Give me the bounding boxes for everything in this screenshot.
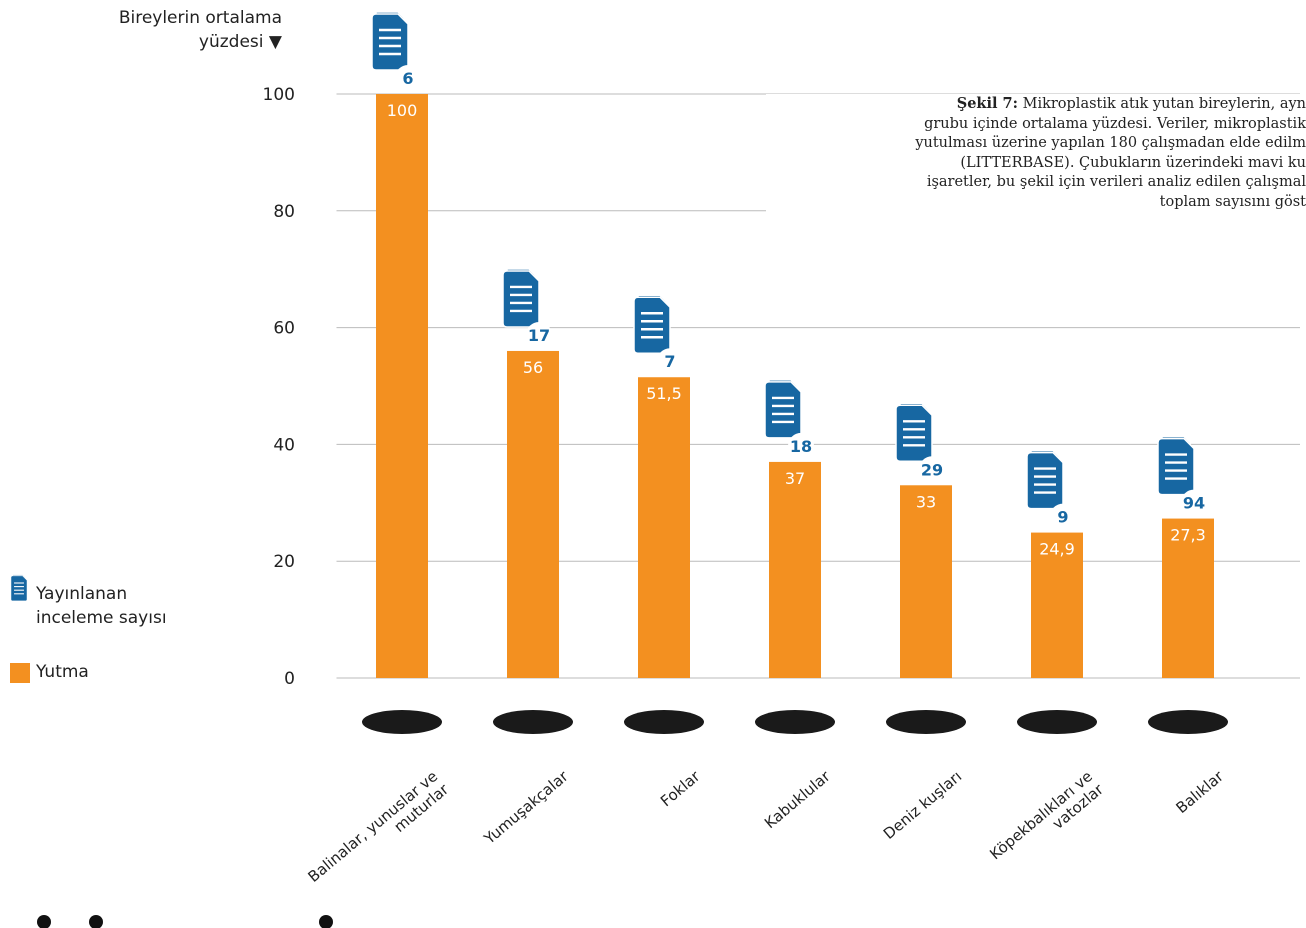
icon-page [895,404,933,463]
animal-silhouette [755,710,835,734]
animal-silhouette [1017,710,1097,734]
review-count: 29 [921,460,943,479]
review-icon: 9 [1026,449,1076,530]
caption-line: toplam sayısını göst [1159,193,1306,210]
y-tick-label: 60 [273,319,295,339]
review-icon: 94 [1157,435,1207,516]
value-label: 56 [523,358,543,377]
count-badge [788,432,814,459]
icon-page [10,575,28,602]
value-label: 51,5 [646,384,682,403]
bar [507,350,559,678]
animal-silhouette [493,710,573,734]
value-label: 24,9 [1039,540,1075,559]
animal-silhouette [1148,710,1228,734]
review-count: 94 [1183,494,1205,513]
caption: Şekil 7: Mikroplastik atık yutan bireyle… [766,94,1306,213]
count-badge [919,456,945,483]
decoration [89,915,103,928]
bar [1031,532,1083,678]
caption-line: Şekil 7: Mikroplastik atık yutan bireyle… [766,94,1306,115]
count-badge [526,321,552,348]
review-count: 17 [528,326,550,345]
review-count: 7 [664,352,675,371]
review-icon: 6 [371,11,421,91]
icon-page [764,381,802,439]
icon-page [371,13,409,71]
caption-line: işaretler, bu şekil için verileri analiz… [926,174,1306,191]
animal-silhouette [362,710,442,734]
value-label: 33 [916,492,936,511]
animal-silhouette [886,710,966,734]
icon-page [1157,437,1195,496]
y-tick-label: 20 [273,552,295,572]
review-icon: 17 [502,268,552,348]
review-icon: 29 [895,402,945,483]
legend-label: Yutma [36,662,89,682]
y-axis-title: Bireylerin ortalama yüzdesi ▼ [118,8,282,52]
value-label: 27,3 [1170,526,1206,545]
icon-page [502,270,540,328]
review-count: 6 [402,69,413,88]
caption-bold: Şekil 7: [956,95,1018,112]
caption-text: Mikroplastik atık yutan bireylerin, ayn [1022,96,1306,112]
value-label: 37 [785,469,805,488]
bar [1162,518,1214,678]
decoration [37,915,51,928]
count-badge [395,65,421,91]
bar [376,94,428,678]
icon-page [633,296,671,354]
legend-icon [10,574,28,602]
bar [638,377,690,678]
review-icon: 18 [764,379,814,459]
review-icon: 7 [633,294,683,375]
count-badge [1181,489,1207,516]
caption-line: (LITTERBASE). Çubukların üzerindeki mavi… [960,154,1306,171]
caption-line: yutulması üzerine yapılan 180 çalışmadan… [915,135,1306,152]
y-tick-label: 100 [263,85,295,105]
count-badge [657,348,683,375]
y-tick-label: 80 [273,202,295,222]
bar [900,485,952,678]
legend-swatch [10,663,30,683]
decoration [319,915,333,928]
animal-silhouette [624,710,704,734]
review-count: 18 [790,437,812,456]
legend-label: Yayınlanan inceleme sayısı [36,584,167,628]
bar [769,461,821,678]
y-tick-label: 40 [273,435,295,455]
count-badge [1050,503,1076,530]
icon-page [1026,451,1064,510]
value-label: 100 [387,101,418,120]
review-count: 9 [1057,508,1068,527]
y-tick-label: 0 [284,669,295,689]
caption-line: grubu içinde ortalama yüzdesi. Veriler, … [924,115,1306,132]
